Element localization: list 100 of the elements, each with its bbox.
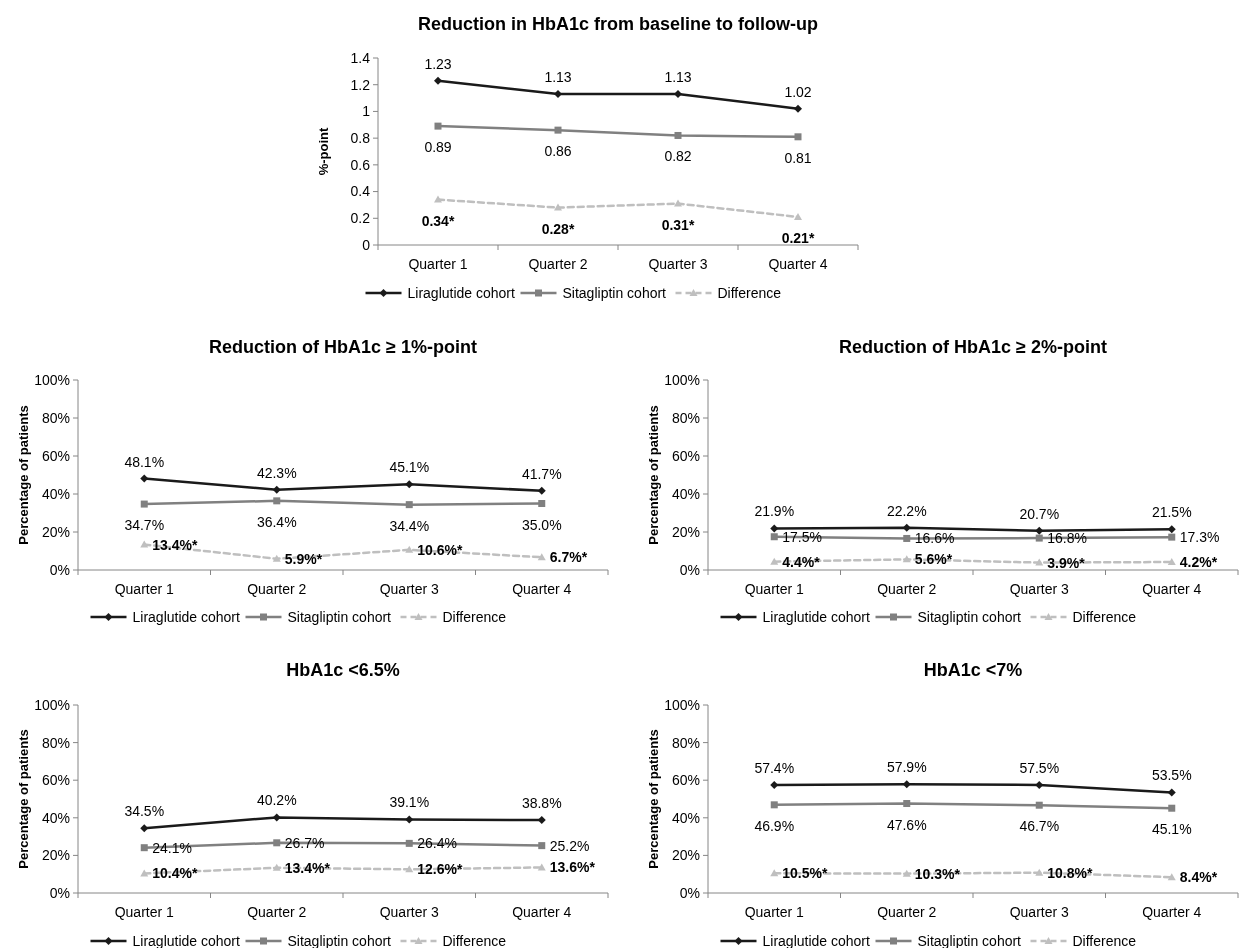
point bbox=[405, 839, 413, 847]
point bbox=[537, 816, 546, 825]
point bbox=[140, 500, 148, 508]
point bbox=[140, 474, 149, 483]
x-tick-label: Quarter 2 bbox=[247, 581, 307, 597]
point bbox=[770, 781, 779, 790]
y-tick-label: 0.2 bbox=[350, 210, 371, 227]
point bbox=[794, 212, 802, 220]
data-label: 57.4% bbox=[754, 760, 795, 777]
y-tick-label: 20% bbox=[671, 847, 700, 864]
point bbox=[434, 76, 442, 85]
data-label: 53.5% bbox=[1151, 767, 1192, 784]
y-tick-label: 0% bbox=[679, 561, 700, 578]
point bbox=[902, 869, 911, 877]
y-tick-label: 1.4 bbox=[350, 49, 371, 66]
point bbox=[434, 122, 442, 130]
point bbox=[770, 533, 778, 541]
point bbox=[1035, 558, 1044, 566]
chart-title: Reduction in HbA1c from baseline to follow-up bbox=[417, 14, 819, 34]
y-tick-label: 0.4 bbox=[350, 183, 371, 200]
legend-label: Difference bbox=[442, 933, 507, 948]
data-label: 45.1% bbox=[1151, 821, 1192, 838]
y-tick-label: 0.6 bbox=[350, 156, 371, 173]
data-label: 8.4%* bbox=[1179, 869, 1218, 886]
chart-title: HbA1c <7% bbox=[923, 660, 1023, 680]
y-tick-label: 80% bbox=[41, 734, 70, 751]
y-tick-label: 0% bbox=[49, 884, 70, 901]
data-label: 17.3% bbox=[1179, 529, 1220, 546]
y-tick-label: 1.2 bbox=[350, 76, 371, 93]
data-label: 0.86 bbox=[544, 143, 572, 160]
data-label: 0.21* bbox=[781, 229, 815, 246]
x-tick-label: Quarter 1 bbox=[408, 256, 468, 272]
data-label: 0.89 bbox=[424, 139, 452, 156]
data-label: 42.3% bbox=[256, 464, 297, 481]
data-label: 3.9%* bbox=[1047, 554, 1086, 571]
data-label: 12.6%* bbox=[417, 861, 463, 878]
point bbox=[1167, 873, 1176, 881]
x-tick-label: Quarter 3 bbox=[379, 581, 440, 597]
point bbox=[674, 199, 682, 207]
data-label: 10.5%* bbox=[782, 865, 828, 882]
data-label: 48.1% bbox=[124, 453, 165, 470]
point bbox=[1167, 788, 1176, 797]
data-label: 10.6%* bbox=[417, 541, 463, 558]
data-label: 0.81 bbox=[784, 149, 812, 166]
point bbox=[1167, 525, 1176, 534]
data-label: 0.28* bbox=[541, 220, 575, 237]
data-label: 13.4%* bbox=[152, 536, 198, 553]
x-tick-label: Quarter 3 bbox=[648, 256, 708, 272]
legend-label: Difference bbox=[717, 285, 782, 301]
x-tick-label: Quarter 3 bbox=[1009, 904, 1070, 920]
data-label: 46.7% bbox=[1019, 818, 1060, 835]
x-tick-label: Quarter 2 bbox=[877, 581, 937, 597]
data-label: 13.4%* bbox=[284, 859, 331, 876]
y-tick-label: 100% bbox=[34, 371, 70, 388]
chart-title: Reduction of HbA1c ≥ 2%-point bbox=[839, 337, 1107, 357]
point bbox=[405, 545, 414, 553]
y-tick-label: 100% bbox=[34, 696, 70, 713]
data-label: 17.5% bbox=[782, 528, 822, 545]
legend-label: Sitagliptin cohort bbox=[917, 933, 1022, 948]
x-tick-label: Quarter 1 bbox=[114, 904, 175, 920]
x-tick-label: Quarter 2 bbox=[528, 256, 588, 272]
data-label: 1.02 bbox=[784, 83, 812, 100]
data-label: 25.2% bbox=[549, 837, 590, 854]
point bbox=[272, 554, 281, 562]
data-label: 1.13 bbox=[544, 69, 572, 86]
point bbox=[770, 869, 779, 877]
x-tick-label: Quarter 4 bbox=[512, 581, 572, 597]
legend-label: Sitagliptin cohort bbox=[287, 933, 392, 948]
data-label: 20.7% bbox=[1019, 505, 1060, 522]
legend-label: Liraglutide cohort bbox=[132, 933, 241, 948]
point bbox=[902, 780, 911, 789]
point bbox=[140, 824, 149, 833]
data-label: 0.31* bbox=[661, 216, 695, 233]
point bbox=[1035, 534, 1043, 542]
point bbox=[273, 839, 281, 847]
data-label: 4.2%* bbox=[1179, 554, 1218, 571]
data-label: 0.34* bbox=[421, 212, 455, 229]
data-label: 10.8%* bbox=[1047, 864, 1093, 881]
legend-label: Liraglutide cohort bbox=[762, 933, 871, 948]
y-axis-title: Percentage of patients bbox=[16, 405, 31, 545]
data-label: 34.4% bbox=[389, 517, 430, 534]
point bbox=[537, 486, 546, 495]
legend-label: Difference bbox=[1072, 609, 1137, 625]
y-tick-label: 0% bbox=[679, 884, 700, 901]
data-label: 13.6%* bbox=[549, 859, 596, 876]
data-label: 47.6% bbox=[886, 816, 927, 833]
point bbox=[1167, 558, 1176, 566]
y-tick-label: 1 bbox=[362, 103, 371, 120]
y-tick-label: 60% bbox=[671, 772, 700, 789]
chart-title: Reduction of HbA1c ≥ 1%-point bbox=[209, 337, 477, 357]
point bbox=[140, 844, 148, 852]
y-axis-title: %-point bbox=[316, 127, 331, 176]
chart-title: HbA1c <6.5% bbox=[286, 660, 400, 680]
y-tick-label: 80% bbox=[41, 409, 70, 426]
data-label: 57.5% bbox=[1019, 759, 1060, 776]
point bbox=[903, 800, 911, 808]
y-tick-label: 100% bbox=[664, 696, 700, 713]
data-label: 10.3%* bbox=[914, 865, 961, 882]
data-label: 26.7% bbox=[284, 834, 325, 851]
data-label: 16.6% bbox=[914, 530, 955, 547]
